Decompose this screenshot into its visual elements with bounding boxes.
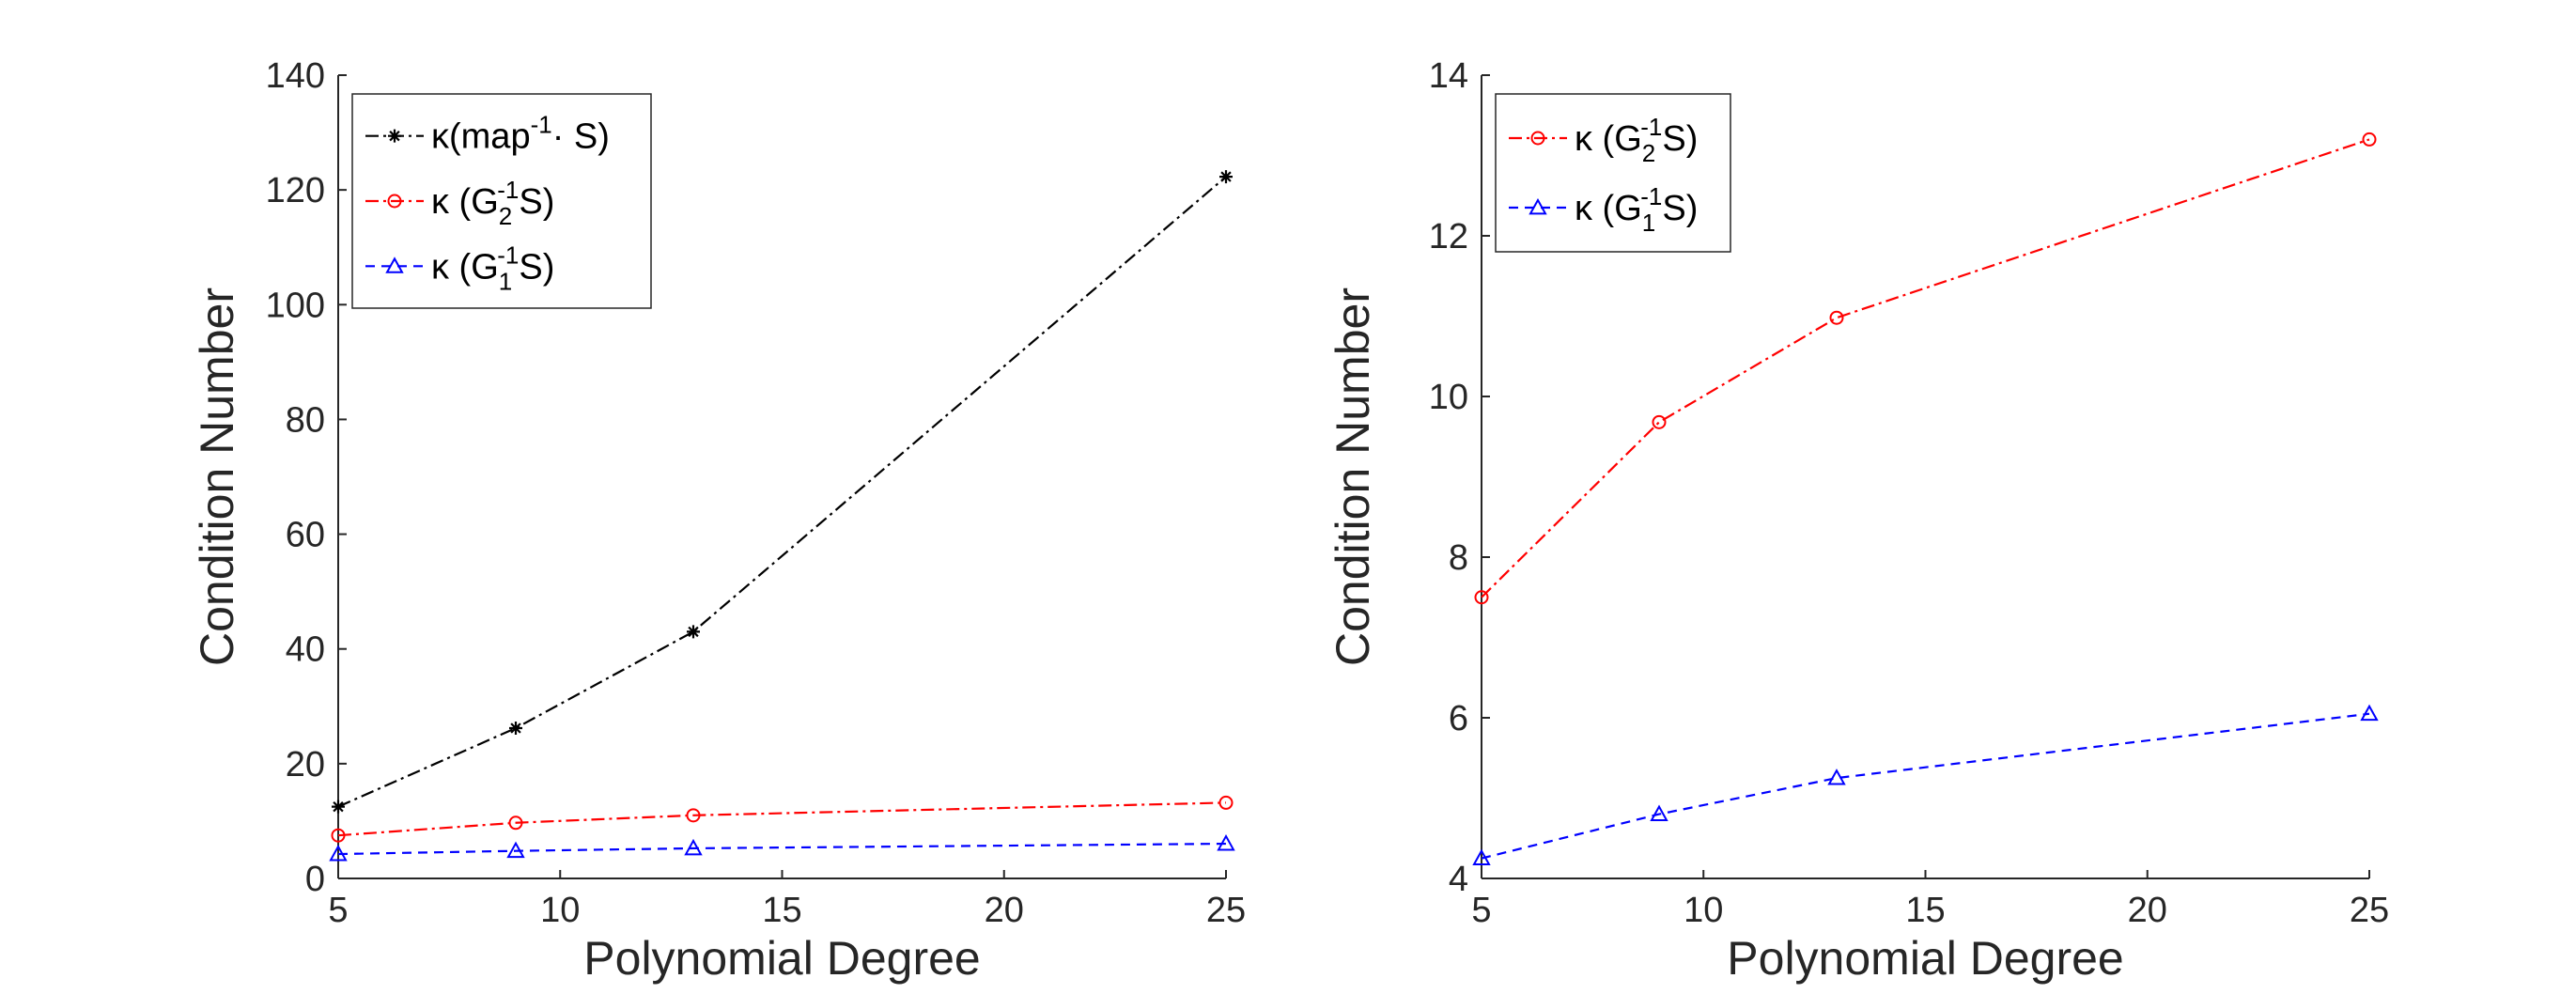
x-axis-label: Polynomial Degree (583, 932, 980, 985)
data-point (1827, 769, 1846, 785)
legend-entry-label: κ (G2-1S) (431, 176, 554, 230)
legend-marker (1529, 197, 1547, 215)
data-point (684, 838, 703, 856)
y-tick-label: 10 (1429, 378, 1468, 417)
series-1 (332, 170, 1233, 814)
data-point (1217, 833, 1235, 851)
x-tick-label: 20 (2128, 891, 2167, 930)
legend-entry-label: κ (G1-1S) (1575, 182, 1698, 237)
x-tick-label: 10 (1684, 891, 1723, 930)
legend: κ (G2-1S) κ (G1-1S) (1495, 93, 1731, 253)
data-point (506, 841, 525, 859)
legend-entry-label: κ (G2-1S) (1575, 113, 1698, 167)
x-axis-label: Polynomial Degree (1727, 932, 2123, 985)
legend-marker (385, 256, 404, 273)
y-tick-label: 20 (286, 745, 325, 784)
y-tick-label: 4 (1449, 860, 1468, 899)
series-1 (1474, 132, 2377, 605)
y-tick-label: 40 (286, 630, 325, 670)
data-point (508, 815, 523, 831)
y-tick-label: 14 (1429, 56, 1468, 96)
legend-entry-label: κ(map-1· S) (431, 111, 610, 157)
x-tick-label: 25 (2350, 891, 2389, 930)
data-point (509, 721, 522, 735)
x-tick-label: 15 (762, 891, 801, 930)
x-tick-label: 5 (328, 891, 348, 930)
data-point (331, 828, 346, 843)
y-axis-label: Condition Number (1327, 287, 1379, 666)
x-tick-label: 10 (540, 891, 580, 930)
legend-entry-label: κ (G1-1S) (431, 241, 554, 295)
data-point (2360, 704, 2379, 722)
y-tick-label: 0 (305, 860, 325, 899)
series-2 (1472, 704, 2379, 866)
data-point (686, 808, 701, 823)
series-3 (329, 833, 1235, 862)
data-point (1218, 795, 1234, 810)
data-point (1474, 590, 1489, 605)
legend-marker (388, 129, 401, 143)
series-line (1481, 712, 2370, 860)
legend: κ(map-1· S) κ (G2-1S) κ (G1-1S) (351, 93, 652, 309)
data-point (1219, 170, 1233, 184)
chart-panel-2: 5 10 15 20 25 4 6 8 10 12 14 Polynomial Degree Condi… (1327, 56, 2389, 985)
data-point (1829, 310, 1844, 325)
legend-marker (1530, 131, 1545, 146)
y-tick-label: 60 (286, 516, 325, 555)
data-point (2362, 132, 2377, 147)
data-point (1472, 848, 1491, 866)
data-point (329, 844, 348, 862)
chart-panel-1: 5 10 15 20 25 0 20 40 60 80 100 120 140 Polynomial De… (191, 56, 1246, 985)
x-tick-label: 25 (1206, 891, 1246, 930)
data-point (687, 625, 700, 639)
y-tick-label: 6 (1449, 699, 1468, 738)
y-tick-label: 12 (1429, 217, 1468, 256)
legend-marker (387, 194, 402, 209)
series-line (337, 801, 1227, 837)
y-tick-label: 140 (266, 56, 325, 96)
y-tick-label: 80 (286, 400, 325, 440)
series-line (337, 842, 1227, 856)
y-tick-label: 100 (266, 286, 325, 325)
data-point (1650, 804, 1668, 821)
y-tick-label: 120 (266, 171, 325, 210)
legend-box (1495, 93, 1731, 253)
series-2 (331, 795, 1234, 843)
x-tick-label: 15 (1905, 891, 1945, 930)
y-tick-label: 8 (1449, 538, 1468, 578)
series-line (337, 176, 1227, 808)
series-line (1481, 138, 2370, 598)
data-point (1652, 414, 1667, 429)
data-point (332, 800, 345, 814)
y-axis-label: Condition Number (191, 287, 243, 666)
x-tick-label: 20 (985, 891, 1024, 930)
x-tick-label: 5 (1471, 891, 1491, 930)
